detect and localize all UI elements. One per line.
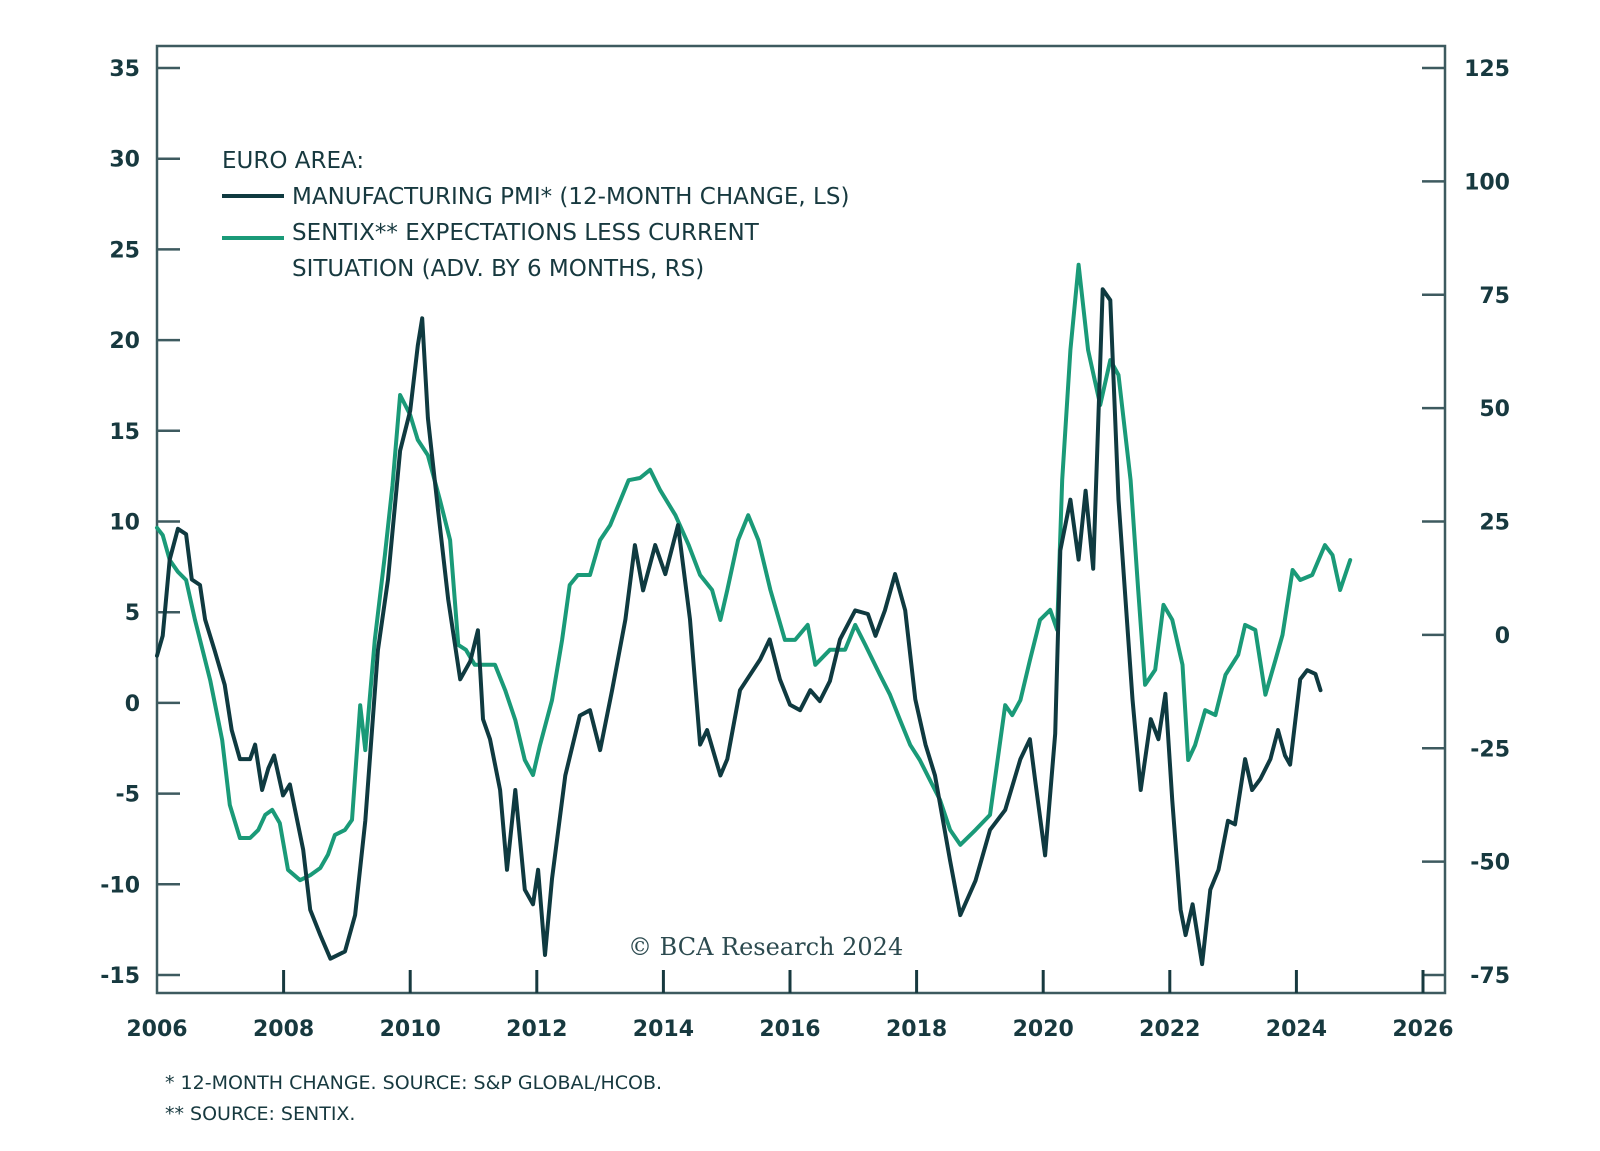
left-tick-label: 20 — [109, 329, 140, 354]
right-tick-label: 25 — [1479, 511, 1510, 536]
footnote-2: ** SOURCE: SENTIX. — [165, 1103, 355, 1125]
x-tick-label: 2020 — [1013, 1017, 1074, 1042]
x-tick-label: 2024 — [1266, 1017, 1327, 1042]
footnote-1: * 12-MONTH CHANGE. SOURCE: S&P GLOBAL/HC… — [165, 1072, 662, 1094]
legend: EURO AREA: MANUFACTURING PMI* (12-MONTH … — [222, 148, 849, 282]
right-tick-label: 75 — [1479, 284, 1510, 309]
left-tick-label: 35 — [109, 57, 140, 82]
right-tick-label: 50 — [1479, 397, 1510, 422]
x-tick-label: 2016 — [759, 1017, 820, 1042]
legend-label-pmi: MANUFACTURING PMI* (12-MONTH CHANGE, LS) — [292, 184, 849, 210]
watermark: © BCA Research 2024 — [628, 933, 903, 961]
legend-heading: EURO AREA: — [222, 148, 364, 174]
left-tick-label: 5 — [125, 601, 140, 626]
legend-label-sentix-line2: SITUATION (ADV. BY 6 MONTHS, RS) — [292, 256, 704, 282]
right-tick-label: -75 — [1470, 964, 1510, 989]
left-tick-label: -10 — [100, 873, 140, 898]
right-tick-label: 0 — [1495, 624, 1510, 649]
x-tick-label: 2012 — [506, 1017, 567, 1042]
x-tick-label: 2018 — [886, 1017, 947, 1042]
left-tick-label: 0 — [125, 692, 140, 717]
right-tick-label: 125 — [1464, 57, 1510, 82]
x-axis: 2006 2008 2010 2012 2014 2016 2018 2020 2022 2024… — [126, 970, 1454, 1042]
series-line-sentix — [155, 262, 1353, 883]
right-tick-label: -25 — [1470, 737, 1510, 762]
left-tick-label: -15 — [100, 964, 140, 989]
series-line-pmi — [155, 287, 1323, 967]
right-tick-label: 100 — [1464, 170, 1510, 195]
x-tick-label: 2010 — [380, 1017, 441, 1042]
right-tick-label: -50 — [1470, 851, 1510, 876]
left-tick-label: 30 — [109, 148, 140, 173]
left-tick-label: 15 — [109, 420, 140, 445]
left-axis: 35 30 25 20 15 10 5 0 -5 -10 -15 — [100, 57, 180, 989]
x-tick-label: 2022 — [1139, 1017, 1200, 1042]
plot-frame — [155, 44, 1447, 995]
x-tick-label: 2006 — [126, 1017, 187, 1042]
x-tick-label: 2026 — [1392, 1017, 1453, 1042]
right-axis: 125 100 75 50 25 0 -25 -50 -75 — [1422, 57, 1510, 989]
series-layer — [155, 262, 1353, 967]
left-tick-label: 25 — [109, 238, 140, 263]
x-tick-label: 2008 — [253, 1017, 314, 1042]
x-tick-label: 2014 — [633, 1017, 694, 1042]
left-tick-label: -5 — [116, 783, 140, 808]
legend-label-sentix-line1: SENTIX** EXPECTATIONS LESS CURRENT — [292, 220, 760, 246]
left-tick-label: 10 — [109, 511, 140, 536]
